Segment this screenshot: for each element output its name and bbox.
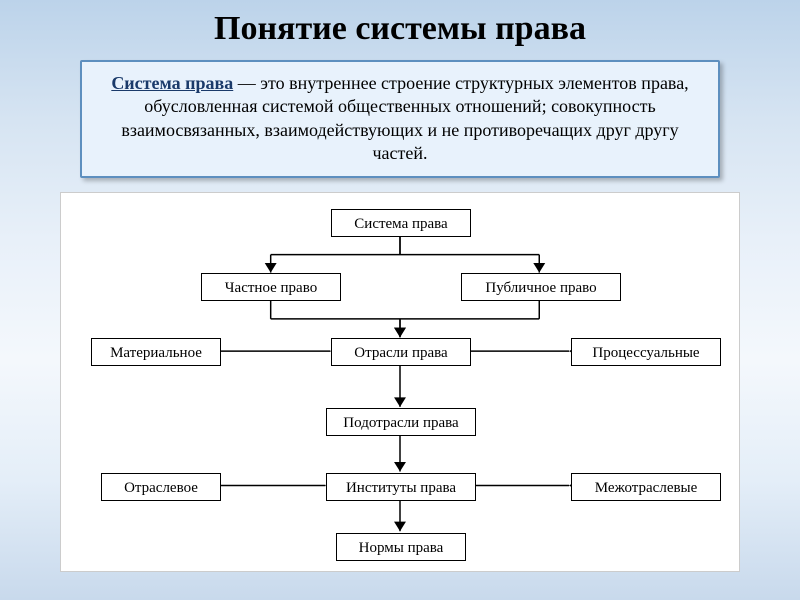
node-process: Процессуальные [571,338,721,366]
node-normy: Нормы права [336,533,466,561]
diagram-container: Система права Частное право Публичное прав… [60,192,740,572]
node-sistema: Система права [331,209,471,237]
definition-term: Система права [111,73,233,93]
node-otrasli: Отрасли права [331,338,471,366]
definition-box: Система права — это внутреннее строение … [80,60,720,178]
node-materialnoe: Материальное [91,338,221,366]
page-title: Понятие системы права [0,0,800,48]
node-chastnoe: Частное право [201,273,341,301]
node-publichnoe: Публичное право [461,273,621,301]
node-instituty: Институты права [326,473,476,501]
node-podotrasli: Подотрасли права [326,408,476,436]
node-mezhotrasl: Межотраслевые [571,473,721,501]
node-otraslevoe: Отраслевое [101,473,221,501]
diagram-edges [61,193,739,571]
